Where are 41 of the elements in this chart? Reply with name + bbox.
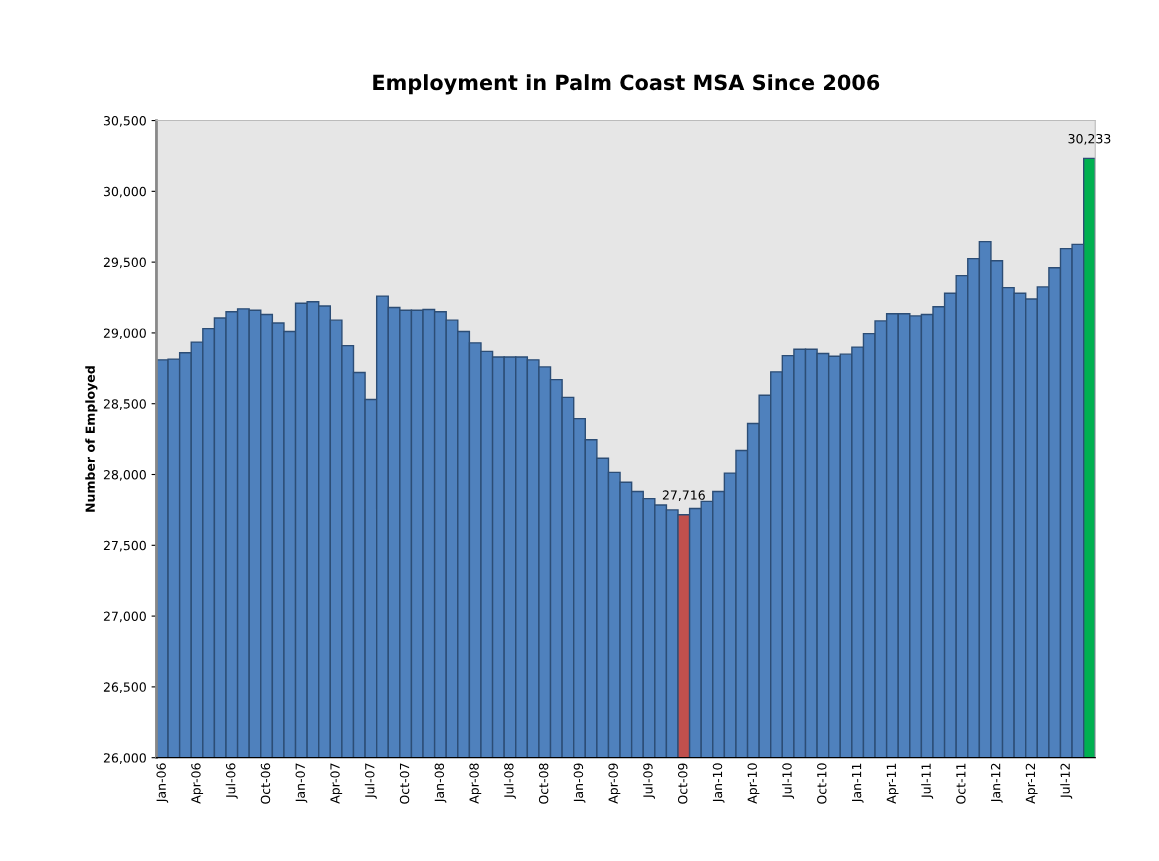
y-tick-label: 26,500 <box>103 682 146 694</box>
y-tick-label: 27,000 <box>103 611 146 623</box>
x-tick-label: Jul-11 <box>921 763 934 799</box>
y-tick-label: 27,500 <box>103 540 146 552</box>
y-tick-label: 30,500 <box>103 116 146 127</box>
x-tick-label: Apr-07 <box>330 763 343 804</box>
y-tick-label: 28,000 <box>103 469 146 481</box>
x-tick-label: Jul-07 <box>364 763 377 799</box>
x-tick-label: Jul-10 <box>782 763 795 799</box>
y-tick-label: 29,500 <box>103 257 146 269</box>
y-tick-label: 29,000 <box>103 328 146 340</box>
x-tick-label: Oct-10 <box>817 763 827 804</box>
x-tick-label: Apr-08 <box>469 763 482 804</box>
x-tick-label: Jan-07 <box>295 763 308 803</box>
y-tick-label: 26,000 <box>103 753 146 764</box>
x-tick-label: Jul-12 <box>1060 763 1073 799</box>
x-tick-label: Jan-06 <box>156 763 169 803</box>
x-tick-label: Oct-09 <box>677 763 688 804</box>
x-tick-label: Jul-06 <box>225 763 238 799</box>
x-tick-label: Apr-09 <box>608 763 621 804</box>
x-tick-label: Jan-08 <box>434 763 447 803</box>
x-tick-label: Jan-11 <box>852 763 864 803</box>
x-tick-label: Apr-10 <box>747 763 760 804</box>
chart-title: Employment in Palm Coast MSA Since 2006 <box>373 74 880 95</box>
x-tick-label: Oct-08 <box>538 763 549 804</box>
x-tick-label: Jan-10 <box>712 763 725 803</box>
y-axis-title: Number of Employed <box>85 366 98 512</box>
y-tick-label: 28,500 <box>103 399 146 410</box>
x-tick-label: Jul-08 <box>503 763 516 799</box>
x-tick-label: Jul-09 <box>642 763 655 799</box>
x-tick-label: Jan-09 <box>573 763 586 803</box>
x-tick-label: Oct-06 <box>260 763 271 804</box>
x-tick-label: Apr-06 <box>191 763 204 804</box>
x-tick-label: Jan-12 <box>990 763 1003 803</box>
x-tick-label: Oct-07 <box>399 763 410 804</box>
x-tick-label: Apr-11 <box>886 763 899 804</box>
data-label: 30,233 <box>1068 133 1111 145</box>
data-label: 27,716 <box>662 490 705 502</box>
y-tick-label: 30,000 <box>103 186 146 198</box>
x-tick-label: Oct-11 <box>956 763 966 804</box>
x-tick-label: Apr-12 <box>1025 763 1038 804</box>
